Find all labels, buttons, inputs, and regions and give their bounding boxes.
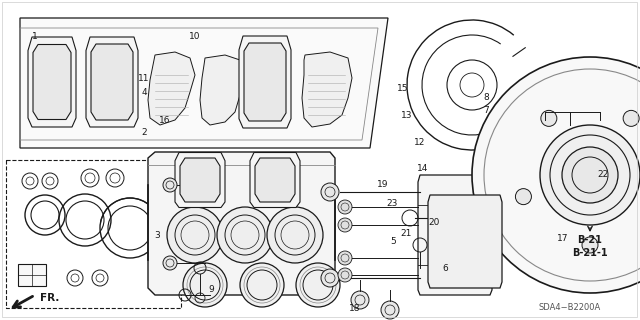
Text: 23: 23 — [387, 199, 398, 208]
Circle shape — [338, 218, 352, 232]
Text: 5: 5 — [391, 237, 396, 246]
Polygon shape — [148, 152, 335, 295]
Polygon shape — [180, 158, 220, 202]
Text: 11: 11 — [138, 74, 150, 83]
Text: B-21: B-21 — [577, 235, 602, 245]
Circle shape — [183, 263, 227, 307]
Circle shape — [267, 207, 323, 263]
Circle shape — [515, 188, 531, 204]
Circle shape — [321, 183, 339, 201]
Circle shape — [562, 147, 618, 203]
Polygon shape — [28, 37, 76, 127]
Text: SDA4−B2200A: SDA4−B2200A — [539, 303, 601, 313]
Polygon shape — [255, 158, 295, 202]
Polygon shape — [418, 175, 492, 295]
Circle shape — [623, 110, 639, 126]
Circle shape — [338, 200, 352, 214]
Text: 3: 3 — [154, 231, 159, 240]
Polygon shape — [244, 43, 286, 121]
Circle shape — [217, 207, 273, 263]
Text: 15: 15 — [397, 84, 409, 92]
Polygon shape — [200, 55, 244, 125]
Circle shape — [540, 125, 640, 225]
Polygon shape — [175, 153, 225, 207]
Polygon shape — [33, 44, 71, 119]
Circle shape — [163, 256, 177, 270]
Text: 19: 19 — [377, 180, 388, 188]
Text: 10: 10 — [189, 32, 201, 41]
Circle shape — [240, 263, 284, 307]
Text: 18: 18 — [349, 304, 361, 313]
Circle shape — [472, 57, 640, 293]
Text: 14: 14 — [417, 164, 428, 172]
Polygon shape — [428, 195, 502, 288]
Text: 6: 6 — [442, 264, 447, 273]
Polygon shape — [302, 52, 352, 127]
Text: 22: 22 — [597, 170, 609, 179]
Text: B-21-1: B-21-1 — [572, 248, 608, 258]
Polygon shape — [91, 44, 133, 120]
Circle shape — [338, 268, 352, 282]
Polygon shape — [239, 36, 291, 128]
Polygon shape — [250, 153, 300, 207]
Circle shape — [497, 100, 593, 196]
Polygon shape — [86, 37, 138, 127]
Circle shape — [541, 110, 557, 126]
Text: 7: 7 — [484, 106, 489, 115]
Text: 17: 17 — [557, 234, 569, 243]
Text: 9: 9 — [209, 285, 214, 294]
Circle shape — [523, 126, 567, 170]
Polygon shape — [148, 52, 195, 125]
Circle shape — [582, 237, 598, 253]
Circle shape — [351, 291, 369, 309]
Text: 1: 1 — [33, 32, 38, 41]
Text: 8: 8 — [484, 93, 489, 102]
Bar — [6, 160, 181, 308]
Bar — [18, 264, 46, 286]
Circle shape — [163, 178, 177, 192]
Text: 21: 21 — [401, 229, 412, 238]
Text: 2: 2 — [141, 128, 147, 137]
Text: 20: 20 — [428, 218, 440, 227]
Circle shape — [381, 301, 399, 319]
Circle shape — [296, 263, 340, 307]
Text: 12: 12 — [413, 138, 425, 147]
Bar — [245, 108, 267, 124]
Circle shape — [167, 207, 223, 263]
Circle shape — [321, 269, 339, 287]
Circle shape — [338, 251, 352, 265]
Text: 13: 13 — [401, 111, 412, 120]
Text: 4: 4 — [141, 88, 147, 97]
Text: 16: 16 — [159, 116, 171, 124]
Text: FR.: FR. — [40, 293, 60, 303]
Polygon shape — [20, 18, 388, 148]
